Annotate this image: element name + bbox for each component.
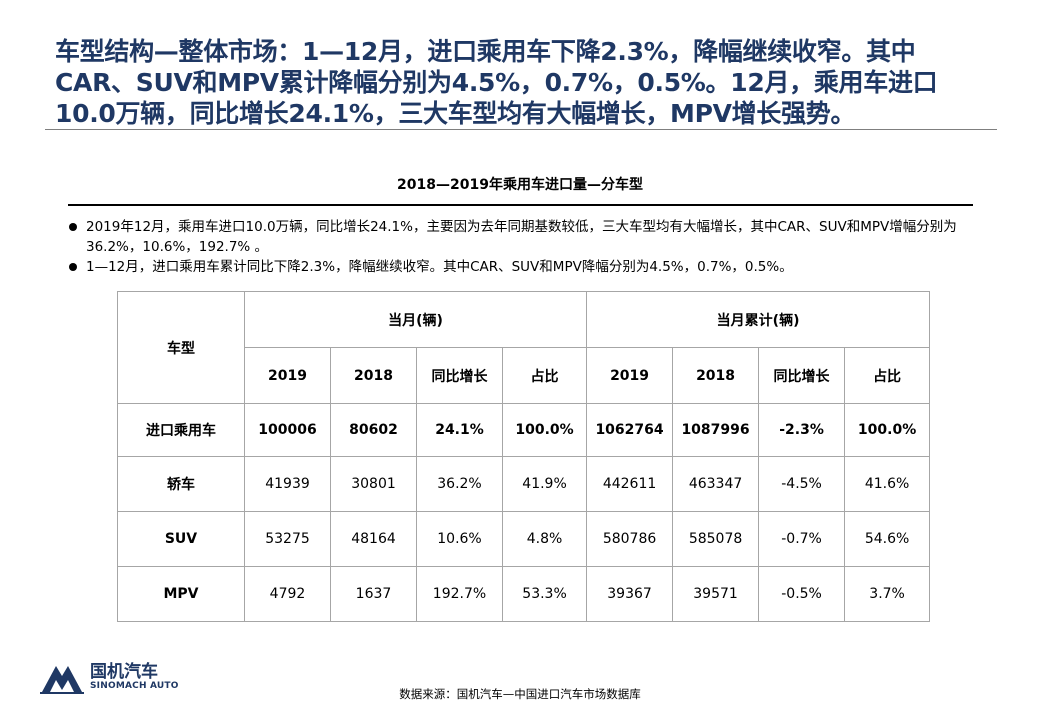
table-cell: 442611 — [586, 456, 674, 512]
table-cell: 100.0% — [844, 403, 931, 457]
table-row: MPV 4792 1637 192.7% 53.3% 39367 39571 -… — [117, 566, 931, 622]
table-cell: 30801 — [330, 456, 417, 512]
row-label: MPV — [117, 566, 245, 622]
table-cell: 53.3% — [501, 566, 588, 622]
table-cell: 36.2% — [416, 456, 503, 512]
table-title: 2018—2019年乘用车进口量—分车型 — [397, 177, 643, 193]
header-row-sub: 2019 2018 同比增长 占比 2019 2018 同比增长 占比 — [118, 347, 931, 404]
group-header-cumulative: 当月累计(辆) — [586, 291, 931, 348]
column-header: 占比 — [844, 347, 931, 404]
row-label: 进口乘用车 — [117, 403, 245, 457]
table-cell: 463347 — [672, 456, 760, 512]
headline-divider — [45, 129, 997, 130]
column-header: 占比 — [501, 347, 588, 404]
bullet-text: 2019年12月，乘用车进口10.0万辆，同比增长24.1%，主要因为去年同期基… — [86, 219, 957, 255]
bullet-list: 2019年12月，乘用车进口10.0万辆，同比增长24.1%，主要因为去年同期基… — [68, 217, 978, 277]
logo-name-cn: 国机汽车 — [90, 662, 158, 682]
bullet-item: 1—12月，进口乘用车累计同比下降2.3%，降幅继续收窄。其中CAR、SUV和M… — [68, 257, 978, 277]
table-cell: 3.7% — [844, 566, 931, 622]
corner-header: 车型 — [117, 291, 245, 404]
table-cell: 48164 — [330, 511, 417, 567]
table-cell: 41.6% — [844, 456, 931, 512]
table-cell: 41.9% — [501, 456, 588, 512]
table-cell: 1087996 — [672, 403, 760, 457]
column-header: 2019 — [586, 347, 674, 404]
row-label: 轿车 — [117, 456, 245, 512]
table-cell: 39571 — [672, 566, 760, 622]
table-cell: 53275 — [244, 511, 331, 567]
headline: 车型结构—整体市场：1—12月，进口乘用车下降2.3%，降幅继续收窄。其中CAR… — [55, 37, 938, 128]
column-header: 同比增长 — [758, 347, 846, 404]
bullet-item: 2019年12月，乘用车进口10.0万辆，同比增长24.1%，主要因为去年同期基… — [68, 217, 978, 257]
table-cell: -0.7% — [758, 511, 846, 567]
table-cell: 4.8% — [501, 511, 588, 567]
table-cell: 1637 — [330, 566, 417, 622]
header-row-group: 车型 当月(辆) 当月累计(辆) — [117, 291, 931, 404]
bullet-text: 1—12月，进口乘用车累计同比下降2.3%，降幅继续收窄。其中CAR、SUV和M… — [86, 259, 793, 275]
table-cell: -2.3% — [758, 403, 846, 457]
table-cell: 4792 — [244, 566, 331, 622]
row-label: SUV — [117, 511, 245, 567]
table-row-total: 进口乘用车 100006 80602 24.1% 100.0% 1062764 … — [117, 403, 931, 457]
column-header: 同比增长 — [416, 347, 503, 404]
table-cell: 192.7% — [416, 566, 503, 622]
column-header: 2019 — [244, 347, 331, 404]
table-cell: 41939 — [244, 456, 331, 512]
table-cell: 39367 — [586, 566, 674, 622]
table-cell: 585078 — [672, 511, 760, 567]
title-divider — [68, 204, 973, 206]
table-cell: 100.0% — [501, 403, 588, 457]
logo-mark-icon — [40, 666, 84, 694]
table-cell: 24.1% — [416, 403, 503, 457]
table-cell: 80602 — [330, 403, 417, 457]
company-logo: 国机汽车 SINOMACH AUTO — [40, 662, 178, 698]
data-source-note: 数据来源：国机汽车—中国进口汽车市场数据库 — [399, 687, 641, 701]
table-cell: 580786 — [586, 511, 674, 567]
table-cell: -0.5% — [758, 566, 846, 622]
table-cell: 1062764 — [586, 403, 674, 457]
logo-name-en: SINOMACH AUTO — [90, 681, 179, 691]
column-header: 2018 — [672, 347, 760, 404]
group-header-month: 当月(辆) — [243, 291, 588, 348]
table-cell: 10.6% — [416, 511, 503, 567]
table-cell: 54.6% — [844, 511, 931, 567]
table-row: 轿车 41939 30801 36.2% 41.9% 442611 463347… — [117, 456, 931, 512]
column-header: 2018 — [330, 347, 417, 404]
bullet-dot-icon — [69, 263, 77, 271]
import-volume-table: 车型 当月(辆) 当月累计(辆) 2019 2018 同比增长 占比 2019 … — [117, 291, 931, 622]
bullet-dot-icon — [69, 223, 77, 231]
table-cell: 100006 — [244, 403, 331, 457]
table-row: SUV 53275 48164 10.6% 4.8% 580786 585078… — [117, 511, 931, 567]
table-cell: -4.5% — [758, 456, 846, 512]
